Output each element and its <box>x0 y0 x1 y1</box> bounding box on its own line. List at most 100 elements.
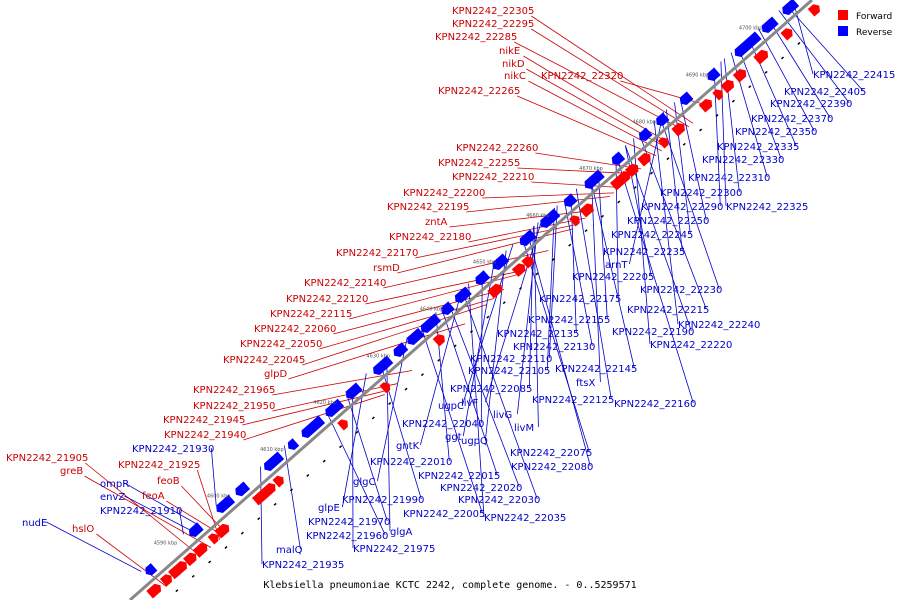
gene-label-nude: nudE <box>22 518 47 529</box>
legend-reverse-swatch <box>838 26 848 36</box>
gene-label-kpn2242-22030: KPN2242_22030 <box>458 495 540 506</box>
reverse-gene-16 <box>492 253 510 270</box>
reverse-gene-25 <box>707 67 721 81</box>
gene-label-kpn2242-22135: KPN2242_22135 <box>497 329 579 340</box>
forward-gene-5 <box>207 533 219 545</box>
gene-label-kpn2242-22155: KPN2242_22155 <box>528 315 610 326</box>
forward-gene-0 <box>146 583 162 599</box>
gene-label-kpn2242-22215: KPN2242_22215 <box>627 305 709 316</box>
feature-dash <box>633 186 637 189</box>
gene-label-kpn2242-21910: KPN2242_21910 <box>100 506 182 517</box>
forward-gene-10 <box>379 382 391 394</box>
leader-line <box>521 236 590 453</box>
leader-line <box>166 500 225 537</box>
legend-reverse-label: Reverse <box>856 28 893 38</box>
feature-dash <box>535 272 539 276</box>
reverse-gene-7 <box>325 398 345 417</box>
gene-label-ggt: ggt <box>445 432 462 443</box>
gene-label-kpn2242-22390: KPN2242_22390 <box>770 99 852 110</box>
leader-line <box>468 283 485 518</box>
leader-line <box>480 271 483 424</box>
coordinate-tick-label: 4620 kbp <box>313 400 337 406</box>
gene-label-kpn2242-22195: KPN2242_22195 <box>387 202 469 213</box>
feature-dash <box>306 474 310 477</box>
gene-label-kpn2242-22040: KPN2242_22040 <box>402 419 484 430</box>
feature-dash <box>388 402 392 405</box>
reverse-gene-8 <box>345 382 363 399</box>
gene-label-greb: greB <box>60 466 83 477</box>
forward-gene-18 <box>625 163 639 178</box>
gene-label-glpd: glpD <box>264 369 287 380</box>
reverse-gene-9 <box>373 355 394 375</box>
forward-gene-11 <box>432 334 445 347</box>
leader-line <box>468 217 586 243</box>
coordinate-tick-label: 4650 kbp <box>473 260 497 266</box>
gene-label-envz: envZ <box>100 492 125 503</box>
leader-line <box>666 109 683 252</box>
gene-label-ftsx: ftsX <box>576 378 595 389</box>
gene-label-kpn2242-22245: KPN2242_22245 <box>611 230 693 241</box>
reverse-gene-22 <box>639 127 653 141</box>
leader-line <box>272 370 413 396</box>
coordinate-tick-label: 4680 kbp <box>633 119 657 125</box>
gene-label-kpn2242-22240: KPN2242_22240 <box>678 320 760 331</box>
reverse-gene-11 <box>407 327 425 345</box>
gene-label-kpn2242-22060: KPN2242_22060 <box>254 324 336 335</box>
feature-dash <box>715 114 719 117</box>
legend: Forward Reverse <box>838 10 893 38</box>
reverse-gene-20 <box>584 169 605 189</box>
gene-label-kpn2242-22205: KPN2242_22205 <box>572 272 654 283</box>
gene-label-feob: feoB <box>157 476 180 487</box>
leader-line <box>785 4 864 92</box>
forward-gene-3 <box>183 552 197 567</box>
gene-label-kpn2242-22080: KPN2242_22080 <box>511 462 593 473</box>
forward-gene-28 <box>807 4 820 17</box>
coordinate-tick-label: 4670 kbp <box>579 166 603 172</box>
coordinate-tick-label: 4630 kbp <box>367 353 391 359</box>
coordinate-tick-label: 4700 kbp <box>739 26 763 32</box>
genome-backbone <box>129 0 813 600</box>
leader-line <box>420 325 483 514</box>
feature-dash <box>208 560 212 564</box>
coordinate-tick-label: 4660 kbp <box>526 213 550 219</box>
feature-dash <box>502 301 506 305</box>
feature-dash <box>289 488 293 492</box>
reverse-gene-0 <box>145 563 158 576</box>
feature-dash <box>355 430 359 434</box>
gene-label-hslo: hslO <box>72 524 94 535</box>
feature-dash <box>551 258 555 261</box>
gene-label-kpn2242-22220: KPN2242_22220 <box>650 340 732 351</box>
gene-label-livg: livG <box>493 410 512 421</box>
gene-label-kpn2242-22145: KPN2242_22145 <box>555 364 637 375</box>
coordinate-tick-label: 4640 kbp <box>420 307 444 313</box>
leader-line <box>210 447 217 506</box>
feature-dash <box>584 229 588 233</box>
feature-dash <box>273 502 277 506</box>
feature-dash <box>224 546 228 549</box>
reverse-gene-23 <box>656 112 670 126</box>
feature-dash <box>437 358 441 362</box>
leader-line <box>589 176 635 369</box>
leader-line <box>85 462 201 557</box>
leader-line <box>653 120 679 325</box>
reverse-gene-28 <box>782 0 800 15</box>
gene-label-kpn2242-22210: KPN2242_22210 <box>452 172 534 183</box>
gene-label-kpn2242-22050: KPN2242_22050 <box>240 339 322 350</box>
gene-label-glgc: glgC <box>353 477 375 488</box>
feature-dash <box>469 330 474 333</box>
legend-forward-swatch <box>838 10 848 20</box>
gene-label-kpn2242-22250: KPN2242_22250 <box>627 216 709 227</box>
feature-dash <box>240 531 244 535</box>
gene-label-kpn2242-21960: KPN2242_21960 <box>306 531 388 542</box>
gene-label-kpn2242-22200: KPN2242_22200 <box>403 188 485 199</box>
leader-line <box>181 485 227 534</box>
forward-gene-26 <box>753 49 769 65</box>
feature-dash <box>797 42 801 45</box>
forward-gene-21 <box>671 123 685 137</box>
gene-label-kpn2242-22160: KPN2242_22160 <box>614 399 696 410</box>
gene-label-kpn2242-21945: KPN2242_21945 <box>163 415 245 426</box>
gene-label-kpn2242-22115: KPN2242_22115 <box>270 309 352 320</box>
gene-label-kpn2242-22320: KPN2242_22320 <box>541 71 623 82</box>
forward-gene-1 <box>159 574 172 587</box>
forward-gene-12 <box>487 283 503 299</box>
